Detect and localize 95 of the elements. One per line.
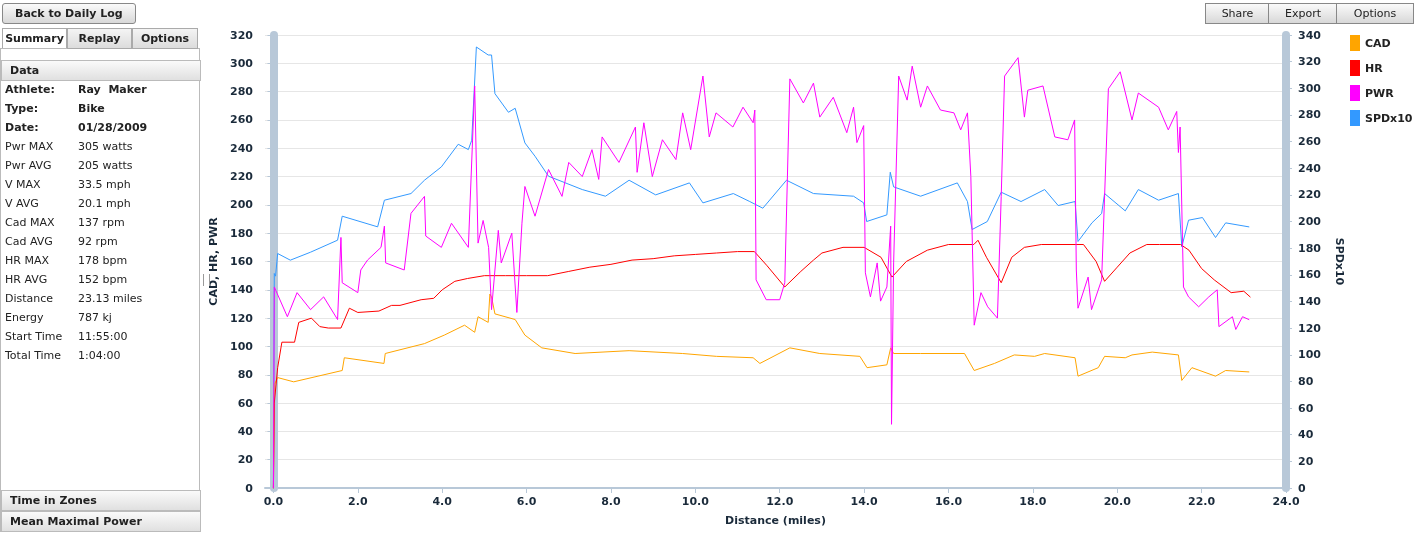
text: Start Time: [5, 330, 63, 343]
y-tick-label: 80: [237, 368, 254, 382]
y2-tick-label: 180: [1298, 241, 1322, 255]
text: Date:: [5, 121, 39, 134]
y2-tick-label: 0: [1298, 481, 1306, 495]
y-tick-label: 320: [230, 28, 254, 42]
text: 33.5 mph: [78, 178, 131, 191]
text: 178 bpm: [78, 254, 128, 267]
text: 205 watts: [78, 159, 133, 172]
y2-tick-label: 260: [1298, 135, 1322, 149]
x-tick-label: 2.0: [348, 495, 368, 508]
y-tick-label: 120: [230, 311, 254, 325]
legend-label: CAD: [1365, 36, 1391, 50]
text: Mean Maximal Power: [1, 511, 201, 532]
y-tick-label: 240: [230, 141, 254, 155]
y2-axis-title: SPDx10: [1333, 237, 1346, 286]
text: 23.13 miles: [78, 292, 143, 305]
text: Total Time: [5, 349, 62, 362]
text: 92 rpm: [78, 235, 118, 248]
text: Time in Zones: [1, 490, 201, 511]
y-tick-label: 260: [230, 113, 254, 127]
y-tick-label: 140: [230, 283, 254, 297]
y2-tick-label: 220: [1298, 188, 1322, 202]
x-tick-label: 8.0: [601, 495, 622, 508]
text: HR MAX: [5, 254, 49, 267]
y2-tick-label: 300: [1298, 81, 1322, 95]
text: Pwr AVG: [5, 159, 52, 172]
text: Back to Daily Log: [2, 3, 136, 24]
y-tick-label: 280: [230, 85, 254, 99]
y-tick-label: 100: [230, 339, 254, 353]
y2-tick-label: 320: [1298, 55, 1322, 69]
text: 305 watts: [78, 140, 133, 153]
text: V MAX: [5, 178, 41, 191]
text: Data: [1, 60, 201, 81]
text: 137 rpm: [78, 216, 125, 229]
y-tick-label: 200: [230, 198, 254, 212]
text: Summary: [2, 28, 67, 48]
y-tick-label: 20: [237, 453, 254, 467]
x-tick-label: 22.0: [1188, 495, 1216, 508]
x-tick-label: 12.0: [766, 495, 794, 508]
x-tick-label: 18.0: [1019, 495, 1047, 508]
x-tick-label: 24.0: [1272, 495, 1300, 508]
y2-tick-label: 80: [1298, 374, 1314, 388]
y2-tick-label: 60: [1298, 401, 1314, 415]
text: 11:55:00: [78, 330, 128, 343]
text: HR AVG: [5, 273, 48, 286]
text: Bike: [78, 102, 105, 115]
y-tick-label: 40: [237, 424, 254, 438]
text: Cad MAX: [5, 216, 55, 229]
x-tick-label: 10.0: [681, 495, 710, 508]
y-tick-label: 0: [245, 481, 254, 495]
y2-tick-label: 120: [1298, 321, 1322, 335]
y2-tick-label: 100: [1298, 348, 1322, 362]
text: Pwr MAX: [5, 140, 54, 153]
y2-tick-label: 140: [1298, 294, 1322, 308]
y-tick-label: 60: [237, 396, 254, 410]
text: 20.1 mph: [78, 197, 131, 210]
x-axis-title: Distance (miles): [725, 514, 826, 527]
y2-tick-label: 340: [1298, 28, 1322, 42]
legend-label: PWR: [1365, 86, 1395, 100]
text: Ray Maker: [78, 83, 147, 96]
x-tick-label: 16.0: [934, 495, 963, 508]
y-tick-label: 160: [230, 255, 254, 268]
text: V AVG: [5, 197, 39, 210]
x-tick-label: 6.0: [516, 495, 537, 508]
y-tick-label: 220: [230, 170, 254, 184]
legend-label: SPDx10: [1365, 111, 1413, 125]
text: Replay: [67, 28, 132, 49]
y2-tick-label: 240: [1298, 161, 1322, 175]
y2-tick-label: 200: [1298, 215, 1322, 229]
x-tick-label: 0.0: [263, 495, 284, 508]
text: Export: [1268, 3, 1338, 24]
text: 1:04:00: [78, 349, 121, 362]
text: Cad AVG: [5, 235, 53, 248]
text: Options: [1336, 3, 1414, 24]
text: Options: [132, 28, 198, 49]
x-tick-label: 14.0: [850, 495, 879, 508]
text: Energy: [5, 311, 44, 324]
text: 152 bpm: [78, 273, 128, 286]
text: 787 kj: [78, 311, 112, 324]
legend-label: HR: [1365, 61, 1384, 75]
y-tick-label: 300: [230, 56, 254, 70]
y2-tick-label: 160: [1298, 268, 1322, 282]
text: Athlete:: [5, 83, 55, 96]
text: Distance: [5, 292, 54, 305]
y2-tick-label: 280: [1298, 108, 1322, 122]
y-axis-title: CAD, HR, PWR: [207, 216, 221, 306]
text: Share: [1205, 3, 1270, 24]
x-tick-label: 4.0: [432, 495, 453, 508]
y2-tick-label: 20: [1298, 454, 1314, 468]
x-tick-label: 20.0: [1103, 495, 1132, 508]
text: 01/28/2009: [78, 121, 148, 134]
y-tick-label: 180: [230, 226, 254, 240]
y2-tick-label: 40: [1298, 428, 1314, 442]
text: Type:: [5, 102, 39, 115]
